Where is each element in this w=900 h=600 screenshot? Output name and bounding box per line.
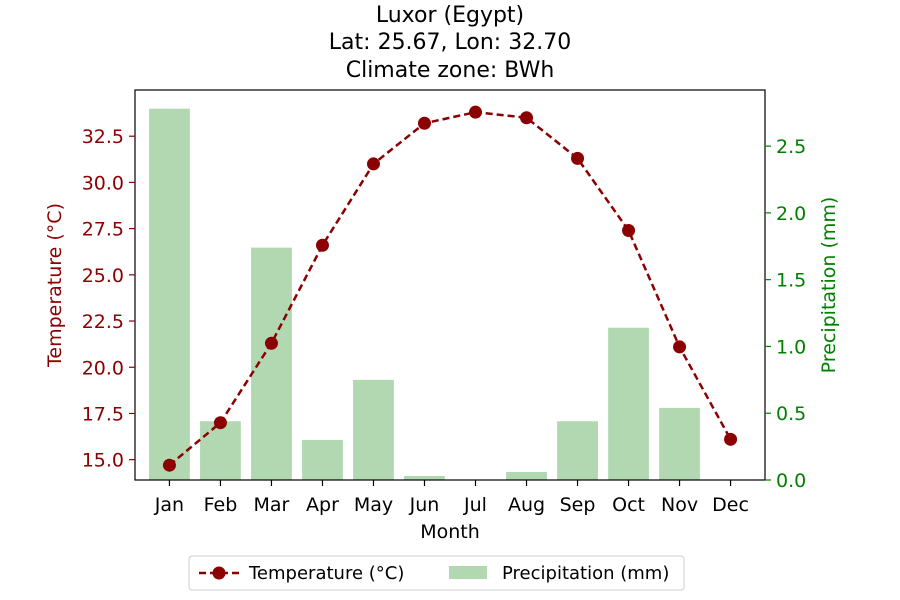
precipitation-bar-jun [404,475,445,480]
precipitation-bar-sep [557,421,598,480]
temperature-point-feb [213,416,227,430]
legend: Temperature (°C) Precipitation (mm) [188,555,685,591]
right-tick-label: 0.5 [776,403,806,425]
right-tick-label: 0.0 [776,470,806,492]
title-line-climate-zone: Climate zone: BWh [346,58,555,83]
right-tick-label: 1.5 [776,270,806,292]
temperature-line-series [162,105,738,472]
left-axis-label: Temperature (°C) [44,203,66,368]
temperature-point-mar [264,336,278,350]
legend-box [188,555,685,591]
plot-frame [134,89,766,481]
x-tick-label-oct: Oct [612,494,645,516]
temperature-point-aug [520,111,534,125]
left-tick-label: 27.5 [82,219,124,241]
temperature-point-jan [162,458,176,472]
left-tick-label: 32.5 [82,126,124,148]
x-tick-label-nov: Nov [661,494,698,516]
x-tick-label-sep: Sep [560,494,596,516]
temperature-point-oct [622,223,636,237]
x-axis-label: Month [420,521,480,543]
legend-temperature-label: Temperature (°C) [248,563,404,584]
temperature-point-dec [724,432,738,446]
precipitation-bar-may [353,379,394,480]
left-axis-ticks: 15.0 17.5 20.0 22.5 25.0 27.5 30.0 32.5 [82,126,135,472]
precipitation-bar-apr [302,439,343,480]
right-tick-label: 2.0 [776,203,806,225]
temperature-point-may [366,157,380,171]
left-tick-label: 25.0 [82,265,124,287]
legend-precipitation-label: Precipitation (mm) [502,563,669,584]
temperature-point-apr [315,238,329,252]
title-line-coordinates: Lat: 25.67, Lon: 32.70 [329,30,571,55]
precipitation-bar-feb [200,421,241,480]
legend-precipitation-swatch [449,566,487,579]
x-tick-label-feb: Feb [204,494,238,516]
x-axis-ticks: Jan Feb Mar Apr May Jun Jul Aug Sep Oct Nov Dec [154,480,749,516]
x-tick-label-jun: Jun [409,494,440,516]
x-tick-label-jul: Jul [463,494,487,516]
left-tick-label: 30.0 [82,172,124,194]
legend-temperature-swatch-marker [212,566,226,580]
precipitation-bar-aug [506,471,547,480]
right-axis-label: Precipitation (mm) [818,197,840,374]
temperature-point-sep [571,151,585,165]
left-tick-label: 15.0 [82,450,124,472]
temperature-point-jul [469,105,483,119]
x-tick-label-mar: Mar [254,494,290,516]
x-tick-label-may: May [354,494,393,516]
x-tick-label-dec: Dec [712,494,749,516]
right-tick-label: 1.0 [776,336,806,358]
left-tick-label: 22.5 [82,311,124,333]
x-tick-label-jan: Jan [154,494,184,516]
x-tick-label-apr: Apr [306,494,339,516]
temperature-point-nov [673,340,687,354]
x-tick-label-aug: Aug [508,494,545,516]
precipitation-bar-oct [608,327,649,480]
right-axis-ticks: 0.0 0.5 1.0 1.5 2.0 2.5 [765,136,806,492]
title-line-location: Luxor (Egypt) [376,3,524,28]
precipitation-bar-nov [659,407,700,480]
temperature-point-jun [417,116,431,130]
left-tick-label: 20.0 [82,357,124,379]
precipitation-bars [149,108,700,480]
temperature-line [168,110,732,467]
right-tick-label: 2.5 [776,136,806,158]
left-tick-label: 17.5 [82,403,124,425]
chart-title: Luxor (Egypt) Lat: 25.67, Lon: 32.70 Cli… [329,3,571,83]
precipitation-bar-jan [149,108,190,480]
